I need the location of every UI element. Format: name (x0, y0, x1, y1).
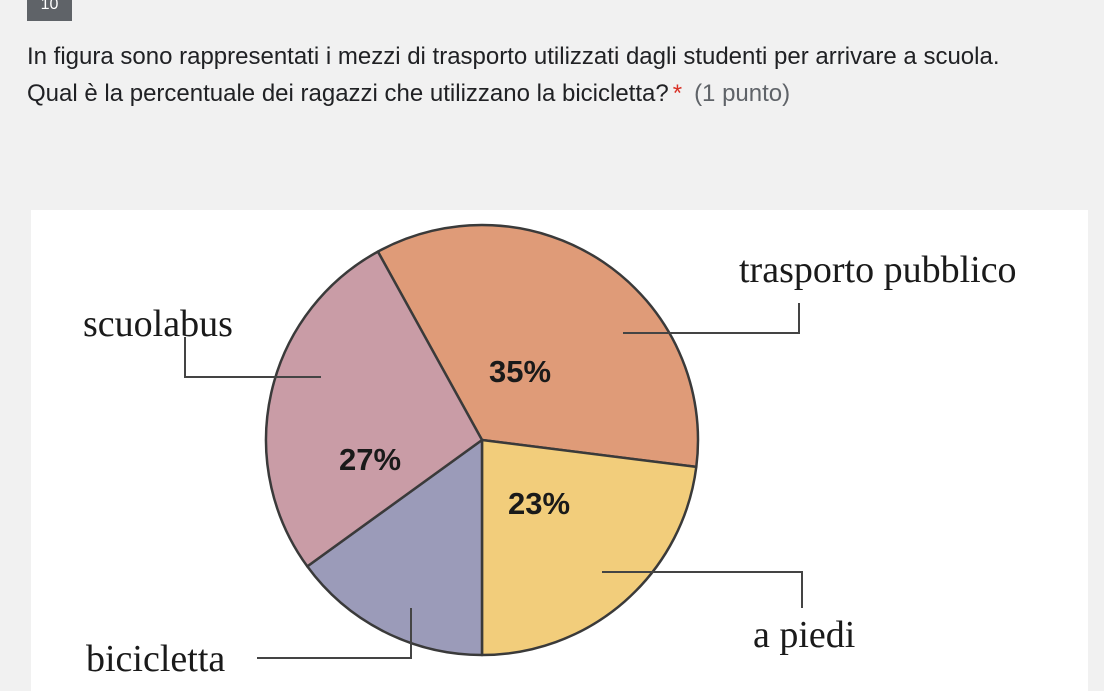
legend-label-scuolabus: scuolabus (83, 303, 233, 345)
leader-line-scuolabus (184, 337, 321, 378)
pie-slice-bicicletta (306, 438, 484, 657)
question-prompt-text: Qual è la percentuale dei ragazzi che ut… (27, 80, 669, 107)
pie-slice-trasporto-pubblico (376, 223, 700, 469)
pie-chart: 35% 23% 27% trasporto pubblico a piedi b… (83, 223, 1017, 680)
leader-line-a-piedi (602, 571, 803, 608)
slice-label-trasporto-pubblico: 35% (489, 354, 551, 389)
question-prompt: Qual è la percentuale dei ragazzi che ut… (27, 75, 1087, 112)
required-indicator: * (672, 80, 683, 107)
pie-slice-a-piedi (480, 438, 698, 657)
legend-label-trasporto-pubblico: trasporto pubblico (739, 249, 1017, 291)
slice-label-scuolabus: 27% (339, 442, 401, 477)
legend-label-bicicletta: bicicletta (86, 638, 225, 680)
question-points: (1 punto) (694, 80, 791, 107)
slice-label-a-piedi: 23% (508, 486, 570, 521)
leader-line-trasporto-pubblico (623, 303, 800, 334)
question-number-badge: 10 (27, 0, 72, 21)
question-text: In figura sono rappresentati i mezzi di … (27, 38, 1087, 112)
legend-label-a-piedi: a piedi (753, 614, 855, 656)
leader-line-bicicletta (257, 608, 412, 659)
question-image: 35% 23% 27% trasporto pubblico a piedi b… (31, 210, 1088, 691)
pie-slice-scuolabus (264, 250, 484, 568)
question-intro: In figura sono rappresentati i mezzi di … (27, 43, 1000, 70)
